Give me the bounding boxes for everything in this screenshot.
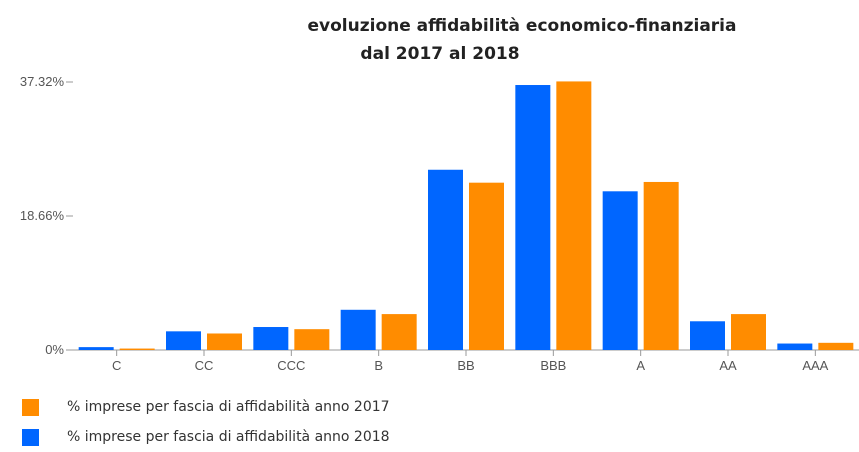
bar-b-2017[interactable]: [381, 314, 417, 350]
x-tick-label: B: [374, 358, 383, 373]
bar-cc-2017[interactable]: [207, 333, 242, 350]
bar-aa-2018[interactable]: [690, 321, 725, 350]
legend-swatch-2018: [22, 428, 39, 446]
bar-a-2018[interactable]: [602, 191, 638, 350]
legend-label-2017: % imprese per fascia di affidabilità ann…: [67, 399, 390, 415]
x-axis: C CC CCC B BB BBB A AA AAA: [73, 349, 859, 373]
x-tick-label: CCC: [277, 358, 305, 373]
x-tick-label: A: [636, 358, 645, 373]
x-tick-label: AA: [719, 358, 737, 373]
bar-c-2017[interactable]: [119, 348, 155, 350]
bar-b-2018[interactable]: [340, 309, 376, 350]
bar-cc-2018[interactable]: [166, 331, 201, 350]
bar-c-2018[interactable]: [78, 347, 114, 350]
bar-ccc-2018[interactable]: [253, 327, 289, 350]
chart-title-line-2: dal 2017 al 2018: [360, 44, 519, 64]
chart-title-line-1: evoluzione affidabilità economico-finanz…: [308, 16, 737, 36]
legend-label-2018: % imprese per fascia di affidabilità ann…: [67, 429, 390, 445]
bar-aaa-2017[interactable]: [818, 342, 854, 350]
bar-aaa-2018[interactable]: [777, 343, 813, 350]
legend: % imprese per fascia di affidabilità ann…: [22, 392, 390, 452]
legend-item-2018[interactable]: % imprese per fascia di affidabilità ann…: [22, 422, 390, 452]
bar-bbb-2018[interactable]: [515, 85, 551, 350]
legend-swatch-2017: [22, 398, 39, 416]
bar-bbb-2017[interactable]: [556, 81, 592, 350]
y-tick-label: 18.66%: [20, 208, 65, 223]
bars: [78, 81, 854, 350]
x-tick-label: BBB: [540, 358, 566, 373]
x-tick-label: C: [112, 358, 121, 373]
y-tick-label: 37.32%: [20, 74, 65, 89]
legend-item-2017[interactable]: % imprese per fascia di affidabilità ann…: [22, 392, 390, 422]
x-tick-label: CC: [195, 358, 214, 373]
bar-bb-2017[interactable]: [469, 182, 504, 350]
bar-aa-2017[interactable]: [731, 314, 766, 350]
x-tick-label: AAA: [802, 358, 828, 373]
bar-a-2017[interactable]: [643, 181, 679, 350]
bar-bb-2018[interactable]: [428, 169, 463, 350]
y-tick-label: 0%: [45, 342, 64, 357]
x-tick-label: BB: [457, 358, 474, 373]
bar-ccc-2017[interactable]: [294, 329, 330, 350]
y-axis: 0% 18.66% 37.32%: [20, 74, 73, 357]
